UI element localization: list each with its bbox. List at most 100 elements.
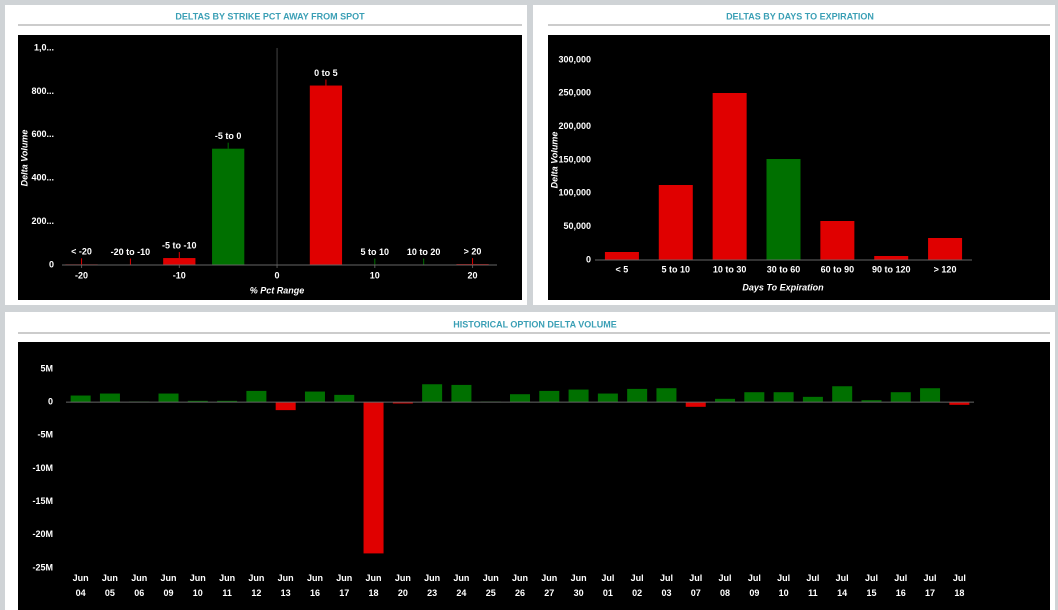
plot-area (18, 342, 1050, 610)
bar (627, 388, 648, 403)
bar (275, 402, 296, 411)
data-label: 0 to 5 (314, 68, 338, 78)
x-tick-label: 30 to 60 (767, 264, 801, 274)
x-tick-label: Jun 23 (424, 573, 440, 598)
data-label: -20 to -10 (111, 247, 151, 257)
bar (928, 238, 963, 260)
bar (246, 390, 267, 403)
x-tick-label: Jun 27 (541, 573, 557, 598)
y-tick-label: -20M (32, 529, 53, 539)
x-axis-label: Days To Expiration (742, 282, 824, 292)
x-tick-label: 20 (468, 270, 478, 280)
chart-title: HISTORICAL OPTION DELTA VOLUME (453, 319, 617, 329)
x-tick-label: 60 to 90 (821, 264, 855, 274)
bar (363, 402, 384, 554)
y-tick-label: 50,000 (563, 221, 591, 231)
y-tick-label: 0 (48, 397, 53, 407)
x-tick-label: Jun 17 (336, 573, 352, 598)
x-tick-label: Jun 13 (278, 573, 294, 598)
y-tick-label: 250,000 (558, 88, 591, 98)
bar (832, 386, 853, 403)
data-label: < -20 (71, 247, 92, 257)
x-tick-label: -10 (173, 270, 186, 280)
bar (309, 85, 343, 265)
y-tick-label: -15M (32, 496, 53, 506)
x-tick-label: Jul 10 (777, 573, 790, 598)
x-tick-label: Jun 06 (131, 573, 147, 598)
x-tick-label: Jun 26 (512, 573, 528, 598)
x-tick-label: Jun 24 (453, 573, 469, 598)
x-axis-label: % Pct Range (250, 285, 305, 295)
x-tick-label: Jun 25 (483, 573, 499, 598)
data-label: > 20 (464, 247, 482, 257)
bar (597, 393, 618, 403)
x-tick-label: Jul 17 (924, 573, 937, 598)
x-tick-label: 5 to 10 (662, 264, 691, 274)
y-tick-label: 0 (586, 254, 591, 264)
bar (422, 384, 443, 403)
x-tick-label: Jun 05 (102, 573, 118, 598)
bar (773, 392, 794, 403)
x-tick-label: Jun 30 (571, 573, 587, 598)
y-tick-label: 400... (31, 173, 54, 183)
x-tick-label: Jul 16 (894, 573, 907, 598)
bar (70, 395, 91, 403)
y-tick-label: 100,000 (558, 188, 591, 198)
x-tick-label: Jul 09 (748, 573, 761, 598)
x-tick-label: Jun 12 (248, 573, 264, 598)
data-label: 10 to 20 (407, 247, 441, 257)
data-label: -5 to -10 (162, 240, 197, 250)
x-tick-label: Jul 01 (601, 573, 614, 598)
x-tick-label: Jun 20 (395, 573, 411, 598)
bar (187, 400, 208, 403)
bar (392, 402, 413, 404)
y-tick-label: -10M (32, 463, 53, 473)
x-tick-label: 0 (275, 270, 280, 280)
y-axis-label: Delta Volume (549, 132, 559, 189)
bar (949, 402, 970, 405)
y-tick-label: 600... (31, 129, 54, 139)
x-tick-label: Jul 14 (836, 573, 849, 598)
bar (334, 394, 355, 403)
bar (568, 389, 589, 403)
y-axis-label: Delta Volume (19, 130, 29, 187)
bar (685, 402, 706, 407)
x-tick-label: 90 to 120 (872, 264, 911, 274)
bar (99, 393, 120, 403)
y-tick-label: -25M (32, 562, 53, 572)
x-tick-label: Jul 15 (865, 573, 878, 598)
plot-area (18, 35, 522, 300)
x-tick-label: 10 to 30 (713, 264, 747, 274)
x-tick-label: Jul 18 (953, 573, 966, 598)
bar (658, 185, 693, 260)
bar (158, 393, 179, 403)
bar (451, 384, 472, 403)
x-tick-label: Jun 16 (307, 573, 323, 598)
x-tick-label: Jul 08 (719, 573, 732, 598)
y-tick-label: 0 (49, 259, 54, 269)
x-tick-label: Jun 11 (219, 573, 235, 598)
x-tick-label: < 5 (616, 264, 629, 274)
x-tick-label: Jul 11 (806, 573, 819, 598)
y-tick-label: 300,000 (558, 54, 591, 64)
bar (212, 148, 245, 265)
bar (163, 258, 196, 265)
bar (304, 391, 325, 403)
bar (744, 392, 765, 403)
y-tick-label: 150,000 (558, 154, 591, 164)
y-tick-label: 200,000 (558, 121, 591, 131)
y-tick-label: 800... (31, 86, 54, 96)
x-tick-label: 10 (370, 270, 380, 280)
chart-title: DELTAS BY STRIKE PCT AWAY FROM SPOT (175, 11, 365, 21)
x-tick-label: -20 (75, 270, 88, 280)
x-tick-label: Jul 02 (631, 573, 644, 598)
x-tick-label: Jun 04 (73, 573, 89, 598)
y-tick-label: 5M (40, 363, 53, 373)
chart-title: DELTAS BY DAYS TO EXPIRATION (726, 11, 874, 21)
bar (715, 398, 736, 403)
bar (861, 400, 882, 403)
bar (604, 252, 639, 260)
x-tick-label: > 120 (934, 264, 957, 274)
